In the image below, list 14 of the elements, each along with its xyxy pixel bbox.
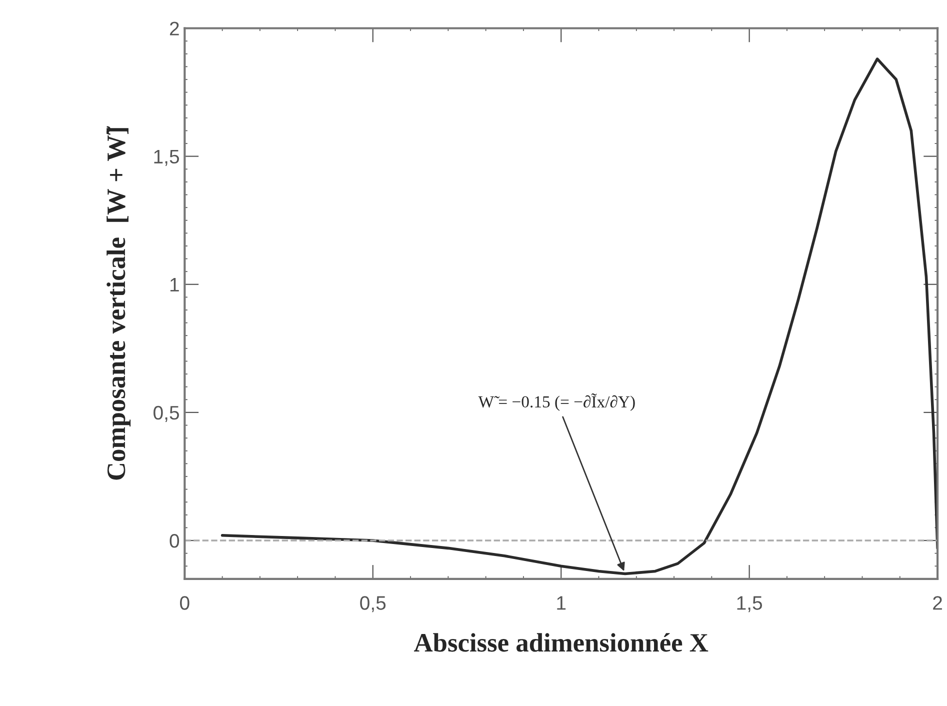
y-axis-title: Composante verticale [W + W̃] — [106, 126, 131, 480]
y-tick-label: 1 — [170, 278, 179, 292]
y-tick-label: 2 — [170, 22, 179, 36]
y-tick-label: 0 — [170, 534, 180, 548]
x-tick-label: 1 — [557, 596, 566, 610]
x-tick-label: 0,5 — [360, 596, 386, 612]
x-tick-label: 2 — [933, 596, 942, 610]
x-tick-label: 0 — [180, 596, 190, 610]
x-axis-title: Abscisse adimensionnée X — [414, 633, 708, 652]
x-tick-label: 1,5 — [737, 596, 762, 612]
y-tick-label: 1,5 — [154, 150, 179, 166]
line-series — [220, 58, 938, 576]
annotation: W̃ = −0.15 (= −∂Ĩx/∂Y) — [478, 393, 635, 411]
y-tick-label: 0,5 — [154, 406, 179, 422]
